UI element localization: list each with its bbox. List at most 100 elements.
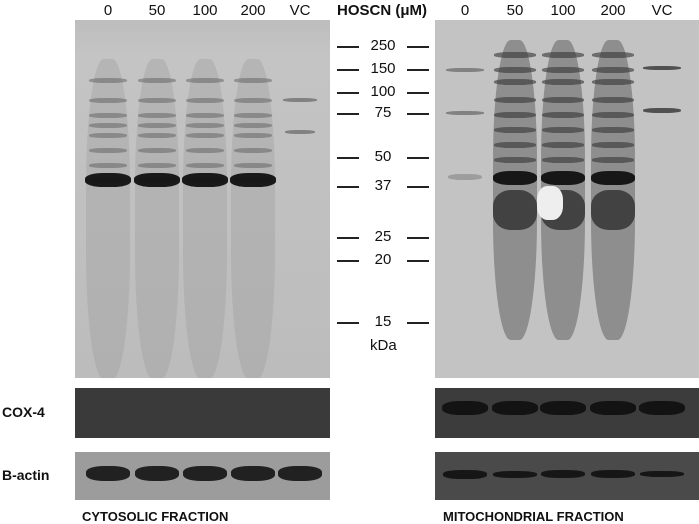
lane-label: 50 (148, 2, 166, 19)
band (591, 190, 635, 230)
band (537, 186, 563, 220)
band (540, 401, 586, 415)
band (542, 52, 584, 58)
band (542, 67, 584, 73)
mitochondrial-bactin-blot (435, 452, 699, 500)
concentration-label: HOSCN (μM) (337, 2, 427, 19)
band (542, 97, 584, 103)
lane-label: 200 (240, 2, 266, 19)
band (446, 111, 484, 115)
band (186, 162, 224, 168)
marker-label: 150 (370, 60, 396, 77)
band (542, 112, 584, 118)
marker-label: 15 (374, 313, 392, 330)
band (442, 401, 488, 415)
band (493, 190, 537, 230)
lane-label: 100 (550, 2, 576, 19)
band (639, 401, 685, 415)
band (231, 465, 275, 481)
band (592, 142, 634, 148)
band (86, 59, 130, 378)
marker-20: 20 (337, 251, 429, 268)
cytosolic-cox4-blot (75, 388, 330, 438)
band (89, 97, 127, 103)
band (590, 401, 636, 415)
band (592, 97, 634, 103)
lane-label: 200 (600, 2, 626, 19)
band (138, 97, 176, 103)
marker-150: 150 (337, 60, 429, 77)
band (592, 127, 634, 133)
band (640, 471, 684, 477)
band (234, 132, 272, 138)
kda-label: kDa (370, 337, 397, 354)
band (592, 112, 634, 118)
band (138, 77, 176, 83)
band (541, 171, 585, 185)
band (493, 171, 537, 185)
marker-250: 250 (337, 37, 429, 54)
band (86, 465, 130, 481)
marker-75: 75 (337, 104, 429, 121)
band (89, 147, 127, 153)
cox4-label: COX-4 (2, 404, 45, 420)
band (234, 147, 272, 153)
band (183, 59, 227, 378)
band (542, 157, 584, 163)
marker-25: 25 (337, 228, 429, 245)
lane-label: 0 (460, 2, 470, 19)
band (186, 132, 224, 138)
band (138, 112, 176, 118)
band (186, 122, 224, 128)
band (643, 107, 681, 113)
mitochondrial-gel (435, 20, 699, 378)
marker-15: 15 (337, 313, 429, 330)
lane-label: 100 (192, 2, 218, 19)
band (494, 127, 536, 133)
band (89, 132, 127, 138)
band (230, 173, 276, 187)
band (494, 52, 536, 58)
band (89, 162, 127, 168)
band (234, 77, 272, 83)
mitochondrial-cox4-blot (435, 388, 699, 438)
band (493, 470, 537, 478)
band (285, 130, 315, 134)
band (592, 157, 634, 163)
band (234, 97, 272, 103)
band (134, 173, 180, 187)
band (494, 79, 536, 85)
bactin-label: B-actin (2, 467, 50, 483)
band (494, 142, 536, 148)
marker-label: 50 (374, 148, 392, 165)
band (494, 97, 536, 103)
band (135, 465, 179, 481)
marker-100: 100 (337, 83, 429, 100)
band (183, 465, 227, 481)
cytosolic-bactin-blot (75, 452, 330, 500)
marker-37: 37 (337, 177, 429, 194)
band (234, 112, 272, 118)
cytosolic-gel (75, 20, 330, 378)
band (542, 142, 584, 148)
band (186, 97, 224, 103)
marker-label: 20 (374, 251, 392, 268)
marker-label: 250 (370, 37, 396, 54)
band (643, 66, 681, 70)
band (448, 174, 482, 180)
band (89, 112, 127, 118)
band (186, 147, 224, 153)
band (138, 122, 176, 128)
band (591, 171, 635, 185)
lane-label: 50 (506, 2, 524, 19)
band (186, 77, 224, 83)
band (283, 98, 317, 102)
marker-label: 75 (374, 104, 392, 121)
band (138, 132, 176, 138)
band (592, 52, 634, 58)
band (234, 122, 272, 128)
band (234, 162, 272, 168)
band (186, 112, 224, 118)
band (446, 68, 484, 72)
band (494, 157, 536, 163)
